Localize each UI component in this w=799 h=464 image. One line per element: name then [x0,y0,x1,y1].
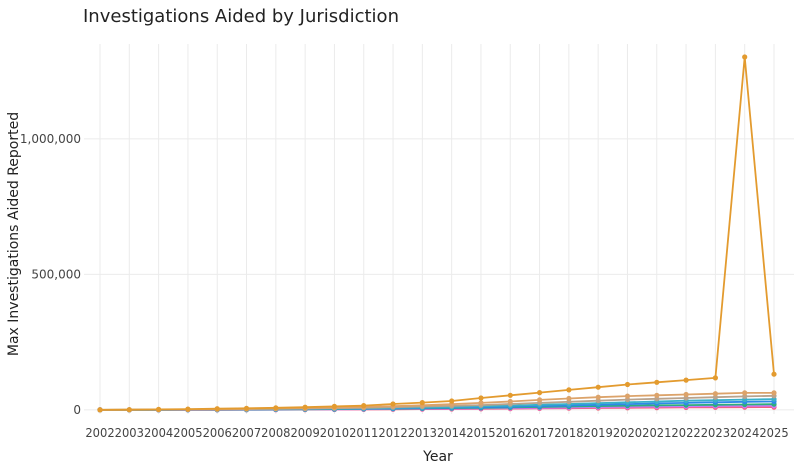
data-point[interactable] [624,381,631,388]
x-tick-label: 2017 [525,426,554,440]
x-tick-label: 2021 [642,426,671,440]
x-tick-label: 2013 [408,426,437,440]
data-point[interactable] [478,395,484,401]
x-tick-label: 2015 [466,426,495,440]
data-point[interactable] [566,387,572,393]
x-tick-label: 2003 [115,426,144,440]
y-tick-label: 1,000,000 [20,132,81,146]
x-tick-label: 2008 [261,426,290,440]
data-point[interactable] [302,404,308,410]
x-tick-label: 2006 [203,426,232,440]
y-axis-title: Max Investigations Aided Reported [6,112,22,356]
series-layer [97,54,777,413]
data-point[interactable] [537,390,543,396]
data-point[interactable] [214,406,220,412]
x-tick-label: 2016 [496,426,525,440]
data-point[interactable] [683,377,689,383]
x-tick-label: 2011 [349,426,378,440]
x-tick-label: 2012 [378,426,407,440]
x-tick-label: 2018 [554,426,583,440]
data-point[interactable] [507,398,513,405]
data-point[interactable] [537,397,543,403]
data-point[interactable] [185,406,191,412]
x-tick-label: 2014 [437,426,466,440]
data-point[interactable] [331,403,337,409]
data-point[interactable] [654,392,660,398]
data-point[interactable] [273,405,279,411]
data-point[interactable] [390,401,396,407]
data-point[interactable] [742,54,748,60]
data-point[interactable] [243,405,250,411]
x-tick-label: 2004 [144,426,173,440]
y-tick-label: 500,000 [31,267,81,281]
x-tick-label: 2023 [701,426,730,440]
series-group [97,54,777,413]
data-point[interactable] [712,375,719,381]
grid-layer [84,44,794,414]
data-point[interactable] [624,393,631,399]
x-tick-label: 2002 [85,426,114,440]
x-axis-title: Year [422,449,453,464]
x-tick-label: 2010 [320,426,349,440]
x-tick-label: 2024 [730,426,759,440]
data-point[interactable] [507,392,513,398]
data-point[interactable] [595,394,601,400]
data-point[interactable] [97,407,103,413]
x-tick-label: 2025 [759,426,788,440]
y-tick-labels: 0 500,000 1,000,000 [20,132,81,417]
data-point[interactable] [126,407,132,413]
data-point[interactable] [683,391,689,398]
x-tick-label: 2020 [613,426,642,440]
data-point[interactable] [449,398,455,404]
data-point[interactable] [595,384,601,390]
y-tick-label: 0 [73,403,81,417]
data-point[interactable] [566,395,572,402]
data-point[interactable] [712,391,719,397]
chart-title: Investigations Aided by Jurisdiction [83,6,399,27]
data-point[interactable] [156,406,162,412]
data-point[interactable] [654,379,660,385]
x-tick-label: 2022 [671,426,700,440]
x-tick-label: 2007 [232,426,261,440]
x-tick-label: 2005 [173,426,202,440]
data-point[interactable] [478,400,484,406]
data-point[interactable] [419,400,425,406]
x-tick-label: 2019 [584,426,613,440]
data-point[interactable] [361,403,367,409]
data-point[interactable] [771,390,777,396]
x-tick-labels: 2002 2003 2004 2005 2006 2007 2008 2009 2010 2011… [85,426,788,440]
data-point[interactable] [771,371,777,377]
x-tick-label: 2009 [290,426,319,440]
series-line [99,56,775,411]
data-point[interactable] [742,390,748,396]
